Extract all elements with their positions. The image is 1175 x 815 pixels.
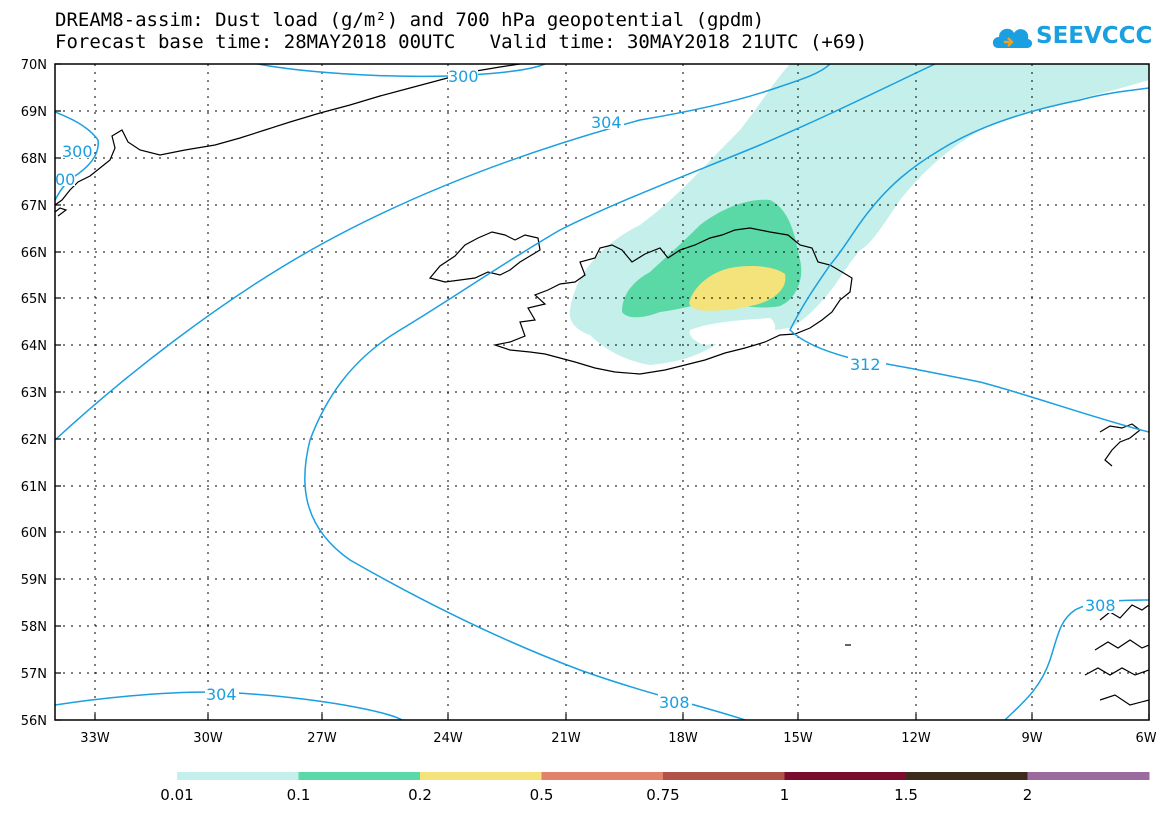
dust-gap <box>689 318 776 345</box>
colorbar-swatch <box>906 772 1028 780</box>
scotland-coast <box>1084 604 1149 706</box>
lon-label: 33W <box>80 731 110 746</box>
lat-label: 70N <box>21 58 47 73</box>
lat-label: 62N <box>21 433 47 448</box>
coastlines <box>55 64 1149 706</box>
iceland-coast <box>492 227 853 375</box>
westfjords-coast <box>428 231 541 283</box>
contour-label: 300 <box>62 142 93 161</box>
map-plot-area: 300 300 00 304 304 308 312 308 <box>55 64 1149 720</box>
lon-label: 6W <box>1135 731 1156 746</box>
lat-label: 63N <box>21 386 47 401</box>
colorbar-swatch <box>177 772 299 780</box>
logo-text: SEEVCCC <box>1036 23 1153 49</box>
geopotential-contours <box>55 64 1149 720</box>
dust-shading-0.01 <box>569 64 1149 365</box>
contour-label: 304 <box>591 113 622 132</box>
colorbar-swatch <box>1027 772 1150 780</box>
lon-label: 9W <box>1021 731 1042 746</box>
colorbar-label: 0.1 <box>287 786 311 804</box>
lon-label: 27W <box>307 731 337 746</box>
lon-label: 18W <box>668 731 698 746</box>
lon-label: 12W <box>901 731 931 746</box>
contour-312 <box>789 87 1149 433</box>
lat-label: 57N <box>21 667 47 682</box>
contour-304-south <box>55 691 403 720</box>
colorbar-label: 1.5 <box>894 786 918 804</box>
colorbar-swatch <box>663 772 785 780</box>
lat-label: 56N <box>21 714 47 729</box>
colorbar-swatch <box>298 772 421 780</box>
contour-308-southeast <box>1004 599 1149 720</box>
colorbar-label: 0.75 <box>646 786 679 804</box>
contour-label: 312 <box>850 355 881 374</box>
colorbar-label: 0.5 <box>530 786 554 804</box>
seevccc-logo: SEEVCCC <box>990 18 1153 62</box>
lat-label: 59N <box>21 573 47 588</box>
lat-label: 69N <box>21 105 47 120</box>
contour-304-north <box>55 64 831 441</box>
map-title: DREAM8-assim: Dust load (g/m²) and 700 h… <box>55 9 765 31</box>
contour-label: 300 <box>448 67 479 86</box>
lon-label: 24W <box>433 731 463 746</box>
lat-label: 68N <box>21 152 47 167</box>
map-subtitle: Forecast base time: 28MAY2018 00UTC Vali… <box>55 31 868 53</box>
colorbar-swatch <box>420 772 542 780</box>
lon-label: 15W <box>783 731 813 746</box>
contour-label: 304 <box>206 685 237 704</box>
lat-label: 64N <box>21 339 47 354</box>
colorbar: 0.01 0.1 0.2 0.5 0.75 1 1.5 2 <box>160 772 1150 804</box>
dust-shading-0.2 <box>689 266 786 311</box>
axis-ticks <box>55 63 1150 721</box>
latitude-labels: 70N 69N 68N 67N 66N 65N 64N 63N 62N 61N … <box>21 58 47 729</box>
contour-label: 308 <box>1085 596 1116 615</box>
lat-label: 67N <box>21 199 47 214</box>
lon-label: 21W <box>551 731 581 746</box>
cloud-icon <box>992 28 1033 48</box>
colorbar-label: 0.01 <box>160 786 193 804</box>
colorbar-swatch <box>541 772 664 780</box>
contour-300-north <box>257 64 546 78</box>
contour-300-west <box>55 111 99 201</box>
colorbar-label: 2 <box>1023 786 1033 804</box>
lat-label: 61N <box>21 480 47 495</box>
contour-label: 308 <box>659 693 690 712</box>
graticule <box>55 64 1149 720</box>
contour-308-main <box>304 64 936 720</box>
lat-label: 65N <box>21 292 47 307</box>
faroe-coast <box>1099 423 1141 467</box>
greenland-coast <box>55 64 521 206</box>
contour-label: 00 <box>55 170 75 189</box>
longitude-labels: 33W 30W 27W 24W 21W 18W 15W 12W 9W 6W <box>80 731 1156 746</box>
lon-label: 30W <box>193 731 223 746</box>
lat-label: 60N <box>21 526 47 541</box>
colorbar-label: 0.2 <box>408 786 432 804</box>
colorbar-swatch <box>784 772 907 780</box>
colorbar-label: 1 <box>780 786 790 804</box>
lat-label: 58N <box>21 620 47 635</box>
lat-label: 66N <box>21 246 47 261</box>
contour-labels: 300 300 00 304 304 308 312 308 <box>55 67 1119 712</box>
